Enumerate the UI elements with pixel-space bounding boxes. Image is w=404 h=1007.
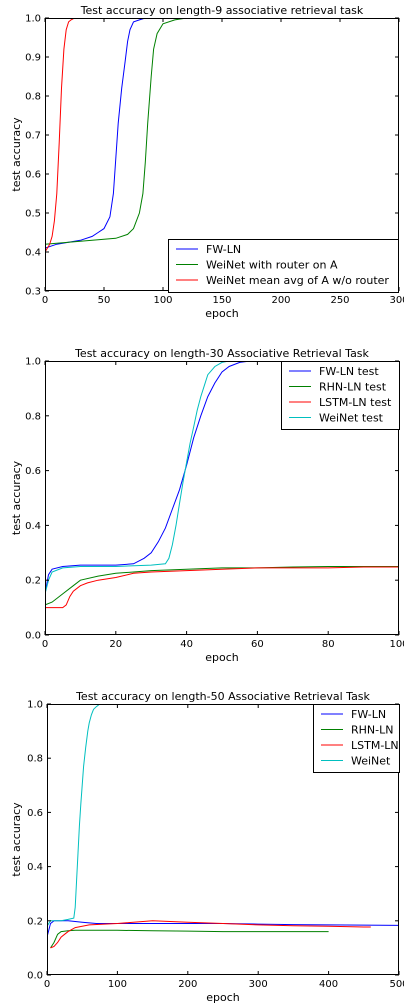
x-tick-label: 300 bbox=[249, 979, 268, 990]
x-tick-label: 100 bbox=[389, 639, 404, 650]
y-tick-label: 0.5 bbox=[25, 209, 41, 220]
series-line-weinet bbox=[47, 704, 104, 927]
legend-label: RHN-LN bbox=[351, 724, 393, 737]
plot-frame bbox=[47, 704, 399, 975]
x-axis-label: epoch bbox=[206, 991, 240, 1004]
y-axis-label: test accuracy bbox=[10, 460, 23, 535]
x-tick-label: 0 bbox=[44, 979, 50, 990]
chart-title: Test accuracy on length-9 associative re… bbox=[80, 4, 364, 17]
legend bbox=[168, 239, 399, 293]
y-tick-label: 0.4 bbox=[25, 521, 41, 532]
chart-title: Test accuracy on length-50 Associative R… bbox=[75, 690, 370, 703]
y-tick-label: 0.4 bbox=[25, 248, 41, 259]
x-tick-label: 20 bbox=[109, 639, 122, 650]
legend-label: FW-LN bbox=[351, 708, 386, 721]
legend-label: FW-LN test bbox=[319, 365, 379, 378]
chart-length-30: Test accuracy on length-30 Associative R… bbox=[10, 347, 404, 664]
plot-area bbox=[45, 361, 399, 609]
y-tick-label: 0.8 bbox=[25, 92, 41, 103]
legend-label: WeiNet bbox=[351, 755, 391, 768]
series-line-rhn-ln-test bbox=[45, 566, 399, 606]
y-tick-label: 0.3 bbox=[25, 287, 41, 298]
x-tick-label: 100 bbox=[108, 979, 127, 990]
y-tick-label: 0.7 bbox=[25, 131, 41, 142]
legend-label: WeiNet with router on A bbox=[206, 259, 338, 272]
x-tick-label: 80 bbox=[322, 639, 335, 650]
y-tick-label: 0.9 bbox=[25, 53, 41, 64]
legend-label: RHN-LN test bbox=[319, 381, 387, 394]
x-tick-label: 40 bbox=[180, 639, 193, 650]
y-tick-label: 1.0 bbox=[25, 14, 41, 25]
legend-label: LSTM-LN test bbox=[319, 396, 392, 409]
x-tick-label: 60 bbox=[251, 639, 264, 650]
y-axis-label: test accuracy bbox=[10, 802, 23, 877]
legend-label: WeiNet mean avg of A w/o router bbox=[206, 274, 389, 287]
x-tick-label: 150 bbox=[212, 295, 231, 306]
legend bbox=[313, 704, 400, 773]
x-axis-label: epoch bbox=[205, 651, 239, 664]
series-line-fw-ln-test bbox=[45, 361, 258, 594]
y-tick-label: 0.8 bbox=[27, 754, 43, 765]
plot-frame bbox=[45, 361, 399, 635]
y-axis-label: test accuracy bbox=[10, 117, 23, 192]
y-tick-label: 1.0 bbox=[27, 700, 43, 711]
y-tick-label: 0.6 bbox=[25, 466, 41, 477]
x-axis-label: epoch bbox=[205, 307, 239, 320]
series-line-weinet-test bbox=[45, 361, 230, 595]
x-tick-label: 200 bbox=[178, 979, 197, 990]
legend-label: FW-LN bbox=[206, 243, 241, 256]
y-tick-label: 0.2 bbox=[25, 576, 41, 587]
series-line-lstm-ln-test bbox=[45, 566, 399, 609]
series-line-rhn-ln bbox=[50, 929, 329, 949]
y-tick-label: 0.6 bbox=[25, 170, 41, 181]
series-line-weinet-mean-avg-of-a-w-o-router bbox=[45, 18, 122, 253]
x-tick-label: 0 bbox=[42, 295, 48, 306]
chart-title: Test accuracy on length-30 Associative R… bbox=[74, 347, 369, 360]
y-tick-label: 1.0 bbox=[25, 357, 41, 368]
x-tick-label: 250 bbox=[330, 295, 349, 306]
x-tick-label: 300 bbox=[389, 295, 404, 306]
x-tick-label: 50 bbox=[98, 295, 111, 306]
series-line-fw-ln bbox=[45, 18, 175, 249]
x-tick-label: 500 bbox=[389, 979, 404, 990]
legend bbox=[281, 361, 400, 430]
legend-label: LSTM-LN bbox=[351, 739, 399, 752]
y-tick-label: 0.8 bbox=[25, 411, 41, 422]
y-tick-label: 0.0 bbox=[25, 631, 41, 642]
series-line-lstm-ln bbox=[50, 920, 371, 949]
series-line-weinet-with-router-on-a bbox=[45, 18, 222, 245]
y-tick-label: 0.4 bbox=[27, 862, 43, 873]
plot-area bbox=[45, 18, 222, 253]
y-tick-label: 0.2 bbox=[27, 916, 43, 927]
y-tick-label: 0.0 bbox=[27, 971, 43, 982]
x-tick-label: 200 bbox=[271, 295, 290, 306]
plot-area bbox=[47, 704, 399, 949]
legend-label: WeiNet test bbox=[319, 412, 384, 425]
y-tick-label: 0.6 bbox=[27, 808, 43, 819]
chart-length-50: Test accuracy on length-50 Associative R… bbox=[10, 690, 404, 1004]
x-tick-label: 400 bbox=[319, 979, 338, 990]
chart-length-9: Test accuracy on length-9 associative re… bbox=[10, 4, 404, 320]
x-tick-label: 100 bbox=[153, 295, 172, 306]
x-tick-label: 0 bbox=[42, 639, 48, 650]
